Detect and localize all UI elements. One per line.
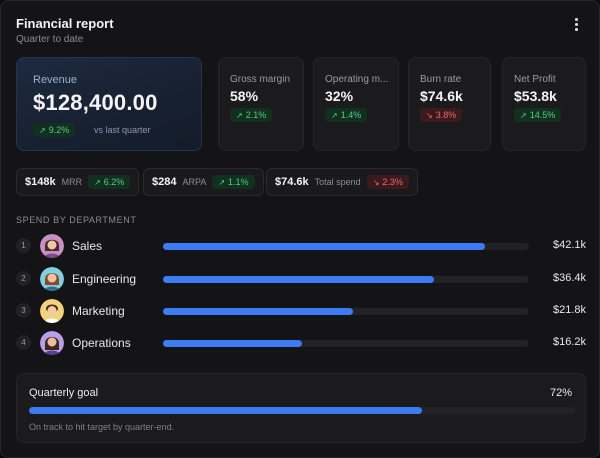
avatar bbox=[40, 331, 64, 355]
mini-stat-change-badge: ↘ 2.3% bbox=[366, 175, 409, 189]
spend-bar-fill bbox=[163, 276, 434, 283]
mini-stat-change-value: 6.2% bbox=[103, 177, 125, 187]
department-row-marketing[interactable]: 3 Marketing $21.8k bbox=[16, 298, 586, 324]
goal-progress-track bbox=[29, 407, 575, 414]
metric-value: $74.6k bbox=[420, 88, 463, 104]
rank-badge: 2 bbox=[16, 271, 31, 286]
mini-stat-change-value: 1.1% bbox=[228, 177, 249, 187]
spend-bar-fill bbox=[163, 243, 486, 250]
metric-change-badge: ↘ 3.8% bbox=[420, 108, 463, 122]
metric-change-badge: ↗ 2.1% bbox=[230, 108, 273, 122]
mini-stat-change-badge: ↗ 1.1% bbox=[212, 175, 255, 189]
rank-badge: 3 bbox=[16, 303, 31, 318]
metric-label: Gross margin bbox=[230, 74, 291, 85]
metric-change-value: 14.5% bbox=[529, 110, 556, 120]
goal-label: Quarterly goal bbox=[29, 387, 99, 399]
rank-badge: 4 bbox=[16, 335, 31, 350]
department-row-operations[interactable]: 4 Operations $16.2k bbox=[16, 330, 586, 356]
department-row-sales[interactable]: 1 Sales $42.1k bbox=[16, 233, 586, 259]
revenue-change-value: 9.2% bbox=[48, 125, 70, 135]
section-heading: SPEND BY DEPARTMENT bbox=[16, 215, 137, 225]
mini-stat-change-badge: ↗ 6.2% bbox=[88, 175, 131, 189]
metric-tile-net-profit: Net Profit $53.8k ↗ 14.5% bbox=[502, 57, 586, 151]
avatar bbox=[40, 234, 64, 258]
metric-tile-gross-margin: Gross margin 58% ↗ 2.1% bbox=[218, 57, 304, 151]
department-amount: $36.4k bbox=[552, 272, 586, 284]
arrow-up-right-icon: ↗ bbox=[39, 125, 46, 135]
arrow-down-right-icon: ↘ bbox=[426, 110, 433, 120]
department-name: Operations bbox=[72, 336, 131, 350]
metric-change-badge: ↗ 14.5% bbox=[514, 108, 562, 122]
mini-stat-value: $284 bbox=[152, 176, 177, 188]
revenue-value: $128,400.00 bbox=[33, 90, 158, 115]
revenue-tile: Revenue $128,400.00 ↗ 9.2% vs last quart… bbox=[16, 57, 202, 151]
card-title: Financial report bbox=[16, 16, 114, 31]
spend-bar-track bbox=[163, 308, 529, 315]
avatar bbox=[40, 299, 64, 323]
mini-stat-change-value: 2.3% bbox=[382, 177, 403, 187]
revenue-comparison: vs last quarter bbox=[94, 125, 151, 135]
metric-label: Net Profit bbox=[514, 74, 556, 85]
metric-value: 58% bbox=[230, 88, 259, 104]
arrow-up-right-icon: ↗ bbox=[331, 110, 338, 120]
goal-percent: 72% bbox=[549, 387, 572, 399]
arrow-down-right-icon: ↘ bbox=[372, 177, 380, 187]
spend-bar-fill bbox=[163, 340, 303, 347]
metric-value: $53.8k bbox=[514, 88, 557, 104]
mini-stat-total-spend: $74.6k Total spend ↘ 2.3% bbox=[266, 168, 418, 196]
goal-note: On track to hit target by quarter-end. bbox=[29, 422, 175, 432]
arrow-up-right-icon: ↗ bbox=[236, 110, 243, 120]
more-vertical-icon[interactable] bbox=[569, 15, 583, 33]
mini-stat-value: $74.6k bbox=[275, 176, 309, 188]
metric-change-value: 2.1% bbox=[245, 110, 267, 120]
department-name: Engineering bbox=[72, 272, 137, 286]
metric-value: 32% bbox=[325, 88, 354, 104]
card-subtitle: Quarter to date bbox=[16, 34, 84, 45]
metric-change-value: 1.4% bbox=[340, 110, 362, 120]
department-amount: $21.8k bbox=[552, 304, 586, 316]
arrow-up-right-icon: ↗ bbox=[94, 177, 101, 187]
department-row-engineering[interactable]: 2 Engineering $36.4k bbox=[16, 266, 586, 292]
revenue-label: Revenue bbox=[33, 74, 78, 86]
metric-tile-operating-margin: Operating m... 32% ↗ 1.4% bbox=[313, 57, 399, 151]
spend-bar-track bbox=[163, 340, 529, 347]
mini-stat-label: MRR bbox=[61, 177, 83, 187]
metric-tile-burn-rate: Burn rate $74.6k ↘ 3.8% bbox=[408, 57, 491, 151]
arrow-up-right-icon: ↗ bbox=[218, 177, 226, 187]
metric-change-badge: ↗ 1.4% bbox=[325, 108, 368, 122]
mini-stat-label: Total spend bbox=[314, 177, 361, 187]
quarterly-goal-panel: Quarterly goal 72% On track to hit targe… bbox=[16, 373, 586, 443]
goal-progress-fill bbox=[29, 407, 423, 414]
metric-label: Burn rate bbox=[420, 74, 462, 85]
department-name: Sales bbox=[72, 239, 103, 253]
arrow-up-right-icon: ↗ bbox=[520, 110, 527, 120]
spend-bar-track bbox=[163, 243, 529, 250]
avatar bbox=[40, 267, 64, 291]
rank-badge: 1 bbox=[16, 238, 31, 253]
mini-stat-label: ARPA bbox=[182, 177, 207, 187]
mini-stat-mrr: $148k MRR ↗ 6.2% bbox=[16, 168, 140, 196]
department-amount: $16.2k bbox=[552, 336, 586, 348]
spend-bar-fill bbox=[163, 308, 354, 315]
mini-stat-arpa: $284 ARPA ↗ 1.1% bbox=[143, 168, 264, 196]
metric-change-value: 3.8% bbox=[435, 110, 457, 120]
department-amount: $42.1k bbox=[552, 239, 586, 251]
department-name: Marketing bbox=[72, 304, 125, 318]
metric-label: Operating m... bbox=[325, 74, 389, 85]
revenue-change-badge: ↗ 9.2% bbox=[33, 123, 76, 137]
mini-stat-value: $148k bbox=[25, 176, 56, 188]
spend-bar-track bbox=[163, 276, 529, 283]
